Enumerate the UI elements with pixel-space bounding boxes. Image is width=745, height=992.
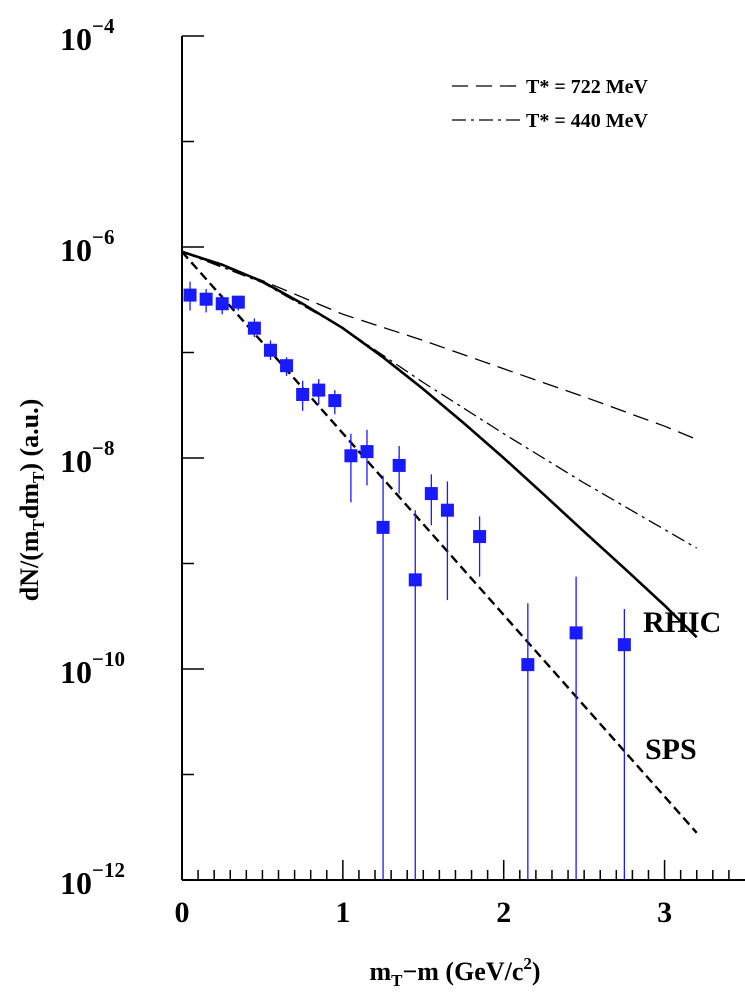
data-point: [473, 530, 487, 544]
data-point: [263, 343, 277, 357]
x-tick-label: 2: [496, 896, 511, 929]
data-point: [408, 573, 422, 587]
x-tick-label: 3: [657, 896, 672, 929]
x-axis-label: mT−m (GeV/c2): [369, 954, 540, 990]
data-point: [183, 288, 197, 302]
curve-solid: [181, 250, 698, 639]
data-point: [312, 383, 326, 397]
data-point: [215, 297, 229, 311]
annotation-rhic: RHIC: [643, 606, 721, 639]
y-axis-label: dN/(mTdmT) (a.u.): [15, 399, 48, 602]
legend-label: T* = 440 MeV: [526, 110, 648, 132]
data-point: [328, 394, 342, 408]
x-axis-ticks: 0 1 2 3: [175, 860, 730, 929]
data-point: [344, 449, 358, 463]
data-point: [360, 445, 374, 459]
y-tick-label: 10−10: [60, 647, 125, 690]
data-point: [296, 387, 310, 401]
data-point: [280, 359, 294, 373]
data-points: [183, 281, 631, 880]
curve-dashed-thin: [181, 251, 697, 441]
data-point: [569, 626, 583, 640]
data-point: [247, 321, 261, 335]
data-point: [392, 458, 406, 472]
y-tick-label: 10−8: [60, 436, 114, 479]
data-point: [424, 487, 438, 501]
data-point: [231, 295, 245, 309]
data-point: [199, 292, 213, 306]
legend: T* = 722 MeV T* = 440 MeV: [452, 76, 648, 132]
curve-dash-dot: [181, 251, 698, 549]
y-tick-label: 10−4: [60, 14, 115, 57]
data-point: [376, 520, 390, 534]
curve-dashed-thick: [181, 251, 698, 834]
legend-label: T* = 722 MeV: [526, 76, 648, 98]
y-tick-label: 10−12: [60, 858, 125, 901]
model-curves: [181, 250, 698, 834]
y-tick-label: 10−6: [60, 225, 114, 268]
y-axis-ticks: 10−4 10−6 10−8 10−10 10−12: [60, 14, 204, 901]
data-point: [440, 503, 454, 517]
x-tick-label: 1: [335, 896, 350, 929]
x-tick-label: 0: [175, 896, 190, 929]
data-point: [521, 658, 535, 672]
annotation-sps: SPS: [645, 733, 697, 766]
data-point: [617, 638, 631, 652]
